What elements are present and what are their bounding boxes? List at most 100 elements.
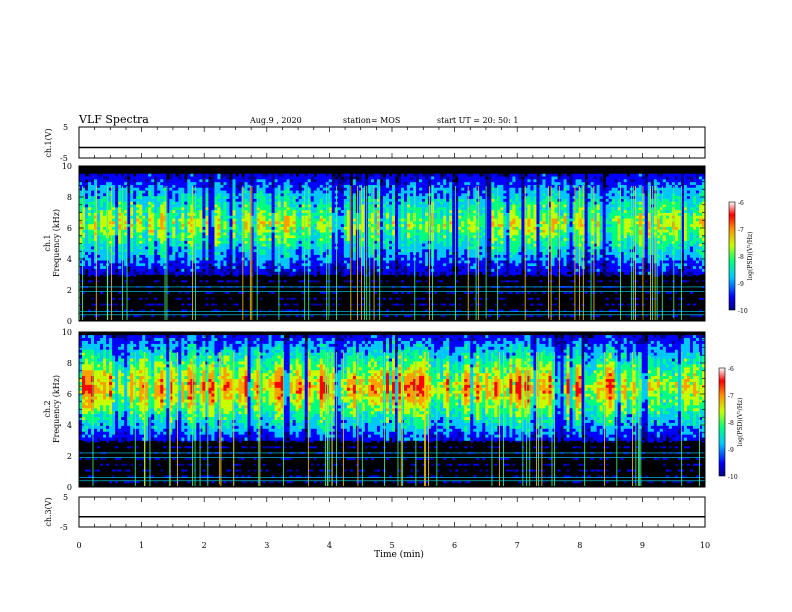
spectral-cell <box>295 238 300 242</box>
spectral-cell <box>262 173 266 177</box>
spectral-cell <box>154 210 158 214</box>
spectral-cell <box>388 254 393 259</box>
spectral-cell <box>419 184 423 189</box>
spectral-cell <box>112 176 116 180</box>
spectral-cell <box>136 221 140 225</box>
spectral-cell <box>410 263 414 267</box>
spectral-cell <box>85 266 89 270</box>
spectral-cell <box>274 226 278 231</box>
spectral-cell <box>157 240 161 245</box>
spectral-cell <box>172 232 176 236</box>
spectral-cell <box>139 224 143 228</box>
spectral-cell <box>373 226 378 231</box>
spectral-cell <box>304 254 309 259</box>
spectral-cell <box>103 274 107 277</box>
spectral-cell <box>437 196 441 200</box>
spectral-cell <box>316 238 321 242</box>
spectral-cell <box>235 280 239 283</box>
spectral-cell <box>370 212 375 217</box>
spectral-cell <box>307 190 312 194</box>
spectral-cell <box>136 235 140 239</box>
spectral-cell <box>79 215 83 219</box>
spectral-cell <box>376 176 381 180</box>
spectral-cell <box>208 196 212 200</box>
spectral-cell <box>280 173 284 177</box>
spectral-cell <box>175 252 179 256</box>
spectral-cell <box>256 238 260 242</box>
spectral-cell <box>100 235 104 239</box>
spectral-cell <box>422 201 426 205</box>
spectral-cell <box>379 240 384 245</box>
spectral-cell <box>115 254 119 259</box>
spectral-cell <box>262 201 266 205</box>
spectral-cell <box>193 243 197 247</box>
spectral-cell <box>313 235 318 239</box>
spectral-cell <box>112 221 116 225</box>
spectral-cell <box>196 204 200 208</box>
spectral-cell <box>283 238 287 242</box>
spectral-cell <box>151 187 155 191</box>
spectral-cell <box>301 212 306 217</box>
spectral-cell <box>82 235 86 239</box>
spectral-cell <box>109 204 113 208</box>
spectral-cell <box>151 271 155 275</box>
spectral-cell <box>139 193 143 197</box>
spectral-cell <box>223 190 227 194</box>
spectral-cell <box>130 252 134 256</box>
spectral-cell <box>88 254 92 259</box>
spectral-cell <box>202 182 206 186</box>
spectral-cell <box>331 243 336 247</box>
spectral-cell <box>301 196 306 200</box>
spectral-cell <box>100 212 104 217</box>
spectral-cell <box>698 309 702 312</box>
spectral-cell <box>428 173 432 177</box>
spectral-cell <box>136 246 140 250</box>
spectral-cell <box>419 232 423 236</box>
spectral-cell <box>431 173 435 177</box>
spectral-cell <box>425 274 429 277</box>
spectral-cell <box>328 271 333 275</box>
spectral-cell <box>253 254 257 259</box>
spectral-cell <box>88 229 92 233</box>
spectral-cell <box>361 243 366 247</box>
spectral-cell <box>692 303 696 306</box>
spectral-cell <box>142 201 146 205</box>
spectral-cell <box>259 176 263 180</box>
spectral-cell <box>337 268 342 273</box>
spectral-cell <box>133 249 137 253</box>
spectral-cell <box>268 268 272 273</box>
spectral-cell <box>370 249 375 253</box>
spectral-cell <box>361 249 366 253</box>
spectral-cell <box>121 218 125 222</box>
spectral-cell <box>196 198 200 203</box>
spectral-cell <box>88 210 92 214</box>
spectral-cell <box>307 232 312 236</box>
spectral-cell <box>361 238 366 242</box>
spectral-cell <box>154 212 158 217</box>
spectral-cell <box>184 218 188 222</box>
spectral-cell <box>202 232 206 236</box>
spectral-cell <box>434 224 438 228</box>
spectral-cell <box>313 260 318 264</box>
spectral-cell <box>289 229 293 233</box>
spectral-cell <box>184 182 188 186</box>
spectral-cell <box>407 274 411 277</box>
spectral-cell <box>118 224 122 228</box>
spectral-cell <box>148 215 152 219</box>
spectral-cell <box>392 176 396 180</box>
spectral-cell <box>274 204 278 208</box>
spectral-cell <box>340 260 345 264</box>
spectral-cell <box>437 260 441 264</box>
spectral-cell <box>202 271 206 275</box>
spectral-cell <box>298 215 303 219</box>
spectral-cell <box>382 232 387 236</box>
spectral-cell <box>395 182 399 186</box>
spectral-cell <box>136 196 140 200</box>
spectral-cell <box>425 280 429 283</box>
spectral-cell <box>346 240 351 245</box>
spectral-cell <box>121 187 125 191</box>
spectral-cell <box>319 246 324 250</box>
spectral-cell <box>256 210 260 214</box>
spectral-cell <box>97 246 101 250</box>
spectral-cell <box>428 179 432 183</box>
